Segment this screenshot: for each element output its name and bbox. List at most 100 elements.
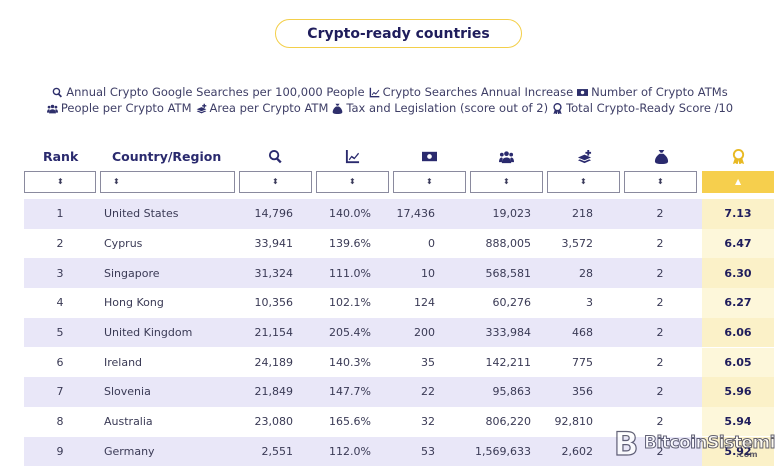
cell-tax: 2 [624,258,696,288]
bitcoin-logo-icon: B [613,425,639,461]
cell-searches: 23,080 [239,407,294,437]
sort-atms-button[interactable]: ⬍ [393,171,466,193]
sort-searches-button[interactable]: ⬍ [239,171,312,193]
searches-value: 33,941 [254,236,294,250]
cell-people: 806,220 [470,407,532,437]
rank-value: 5 [56,326,64,340]
cell-increase: 140.3% [316,348,371,378]
cell-people: 95,863 [470,377,532,407]
people-value: 19,023 [492,207,532,221]
legend-item-searches: Annual Crypto Google Searches per 100,00… [52,84,365,100]
cell-area: 468 [547,318,593,348]
svg-text:B: B [614,425,638,461]
page-title: Crypto-ready countries [275,19,522,48]
table-row: 8 Australia 23,080 165.6% 32 806,220 92,810 2 5.… [24,406,774,437]
money-bag-icon [332,103,343,114]
sort-icon: ⬍ [272,177,279,186]
cell-atms: 32 [393,407,435,437]
tax-value: 2 [656,415,664,429]
sort-icon: ⬍ [503,177,510,186]
people-value: 60,276 [492,296,532,310]
money-bag-icon [651,147,671,165]
atms-value: 17,436 [396,207,436,221]
sort-tax-button[interactable]: ⬍ [624,171,697,193]
rank-value: 7 [56,385,64,399]
area-value: 3 [586,296,593,310]
tax-value: 2 [656,444,664,458]
atms-value: 0 [428,236,435,250]
cell-area: 356 [547,377,593,407]
searches-value: 14,796 [254,207,294,221]
score-value: 5.94 [724,415,752,429]
cell-rank: 2 [24,229,96,259]
cell-searches: 10,356 [239,288,294,318]
sort-area-button[interactable]: ⬍ [547,171,620,193]
sort-icon: ⬍ [580,177,587,186]
legend-item-increase: Crypto Searches Annual Increase [369,84,573,100]
increase-value: 165.6% [329,415,371,429]
people-value: 568,581 [485,266,532,280]
watermark-text: BitcoinSistemi [644,433,776,454]
cell-score: 6.06 [702,317,774,348]
area-layers-icon [574,147,594,165]
atms-value: 200 [414,326,435,340]
money-icon [577,87,589,98]
people-value: 806,220 [485,415,532,429]
sort-people-button[interactable]: ⬍ [470,171,543,193]
sort-country-button[interactable]: ⬍ [100,171,235,193]
trend-chart-icon [369,87,380,98]
cell-increase: 147.7% [316,377,371,407]
cell-increase: 165.6% [316,407,371,437]
people-value: 95,863 [492,385,532,399]
table-row: 4 Hong Kong 10,356 102.1% 124 60,276 3 2 6.27 [24,288,774,318]
legend-label: Total Crypto-Ready Score /10 [566,101,734,115]
cell-score: 5.94 [702,406,774,437]
legend-item-score: Total Crypto-Ready Score /10 [552,100,733,116]
watermark-logo: B BitcoinSistemi .com [612,424,777,462]
cell-atms: 35 [393,348,435,378]
award-ribbon-icon [728,147,748,165]
money-icon [419,147,439,165]
cell-area: 218 [547,199,593,229]
atms-value: 53 [421,444,435,458]
table-row: 7 Slovenia 21,849 147.7% 22 95,863 356 2 5.96 [24,377,774,407]
sort-increase-button[interactable]: ⬍ [316,171,389,193]
rank-value: 4 [56,296,64,310]
area-value: 3,572 [561,236,594,250]
cell-score: 6.30 [702,258,774,288]
cell-area: 775 [547,348,593,378]
cell-country: Cyprus [104,229,254,259]
tax-value: 2 [656,207,664,221]
area-layers-icon [196,103,207,114]
cell-area: 3,572 [547,229,594,259]
header-rank: Rank [43,148,79,164]
sort-ascending-icon: ▲ [735,177,742,186]
atms-value: 10 [421,266,435,280]
cell-people: 333,984 [470,318,532,348]
cell-area: 92,810 [547,407,594,437]
legend-item-tax: Tax and Legislation (score out of 2) [332,100,548,116]
cell-area: 28 [547,258,593,288]
increase-value: 102.1% [329,296,371,310]
cell-score: 6.05 [702,347,774,377]
table-row: 9 Germany 2,551 112.0% 53 1,569,633 2,602 2 5.92 [24,436,774,467]
searches-value: 31,324 [254,266,294,280]
search-icon [52,87,63,98]
table-row: 5 United Kingdom 21,154 205.4% 200 333,984 468… [24,317,774,348]
sort-rank-button[interactable]: ⬍ [24,171,96,193]
legend-label: Number of Crypto ATMs [591,85,728,99]
increase-value: 112.0% [329,444,371,458]
sort-score-button[interactable]: ▲ [702,171,774,193]
country-value: United Kingdom [104,326,193,340]
area-value: 2,602 [561,444,594,458]
country-value: Slovenia [104,385,151,399]
people-value: 1,569,633 [475,444,531,458]
cell-rank: 5 [24,318,96,348]
atms-value: 32 [421,415,435,429]
legend-item-atms: Number of Crypto ATMs [577,84,728,100]
award-ribbon-icon [552,102,563,114]
cell-increase: 111.0% [316,258,371,288]
cell-atms: 17,436 [393,199,436,229]
area-value: 468 [572,326,593,340]
tax-value: 2 [656,296,664,310]
